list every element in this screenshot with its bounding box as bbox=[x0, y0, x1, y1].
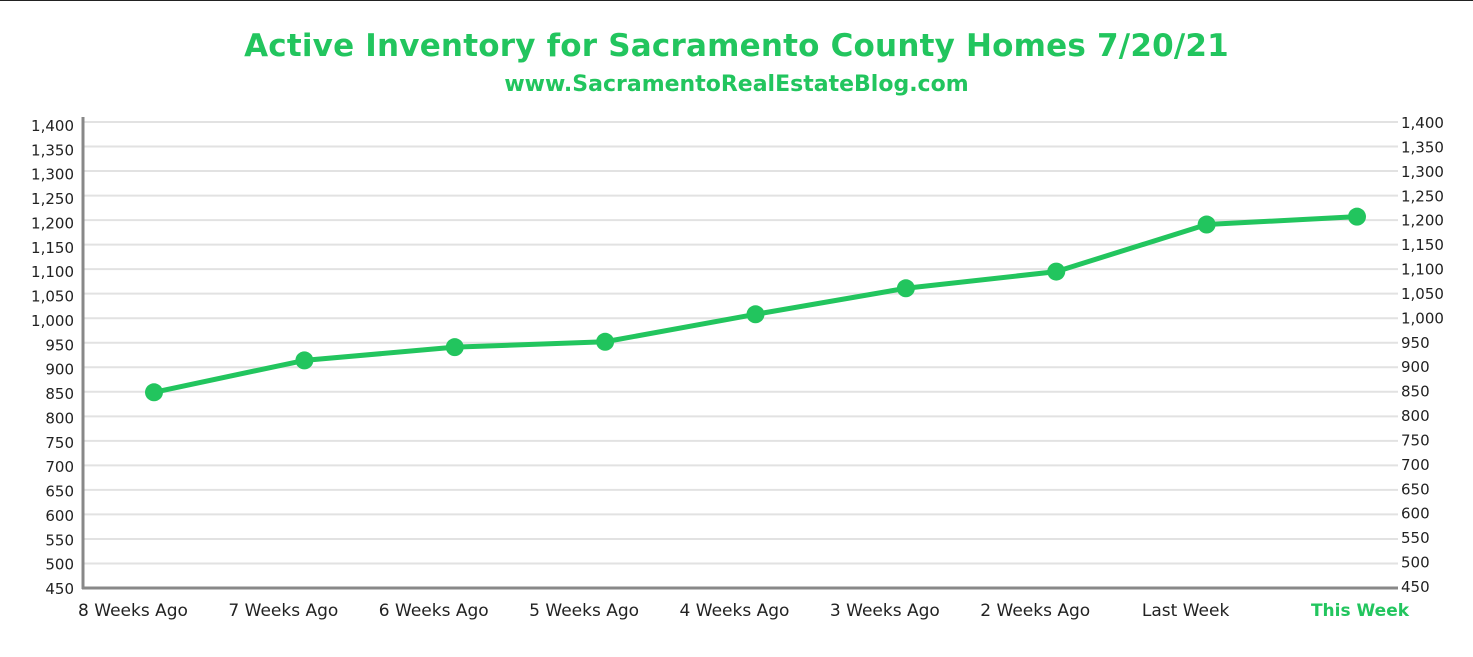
y-tick-label-left: 1,400 bbox=[31, 117, 74, 135]
y-tick-label-left: 800 bbox=[45, 409, 74, 427]
x-tick-label: 6 Weeks Ago bbox=[379, 601, 489, 621]
y-tick-label-right: 1,400 bbox=[1401, 114, 1444, 132]
data-point bbox=[445, 338, 464, 357]
y-tick-label-right: 500 bbox=[1401, 554, 1430, 572]
data-point bbox=[1348, 207, 1366, 226]
y-tick-label-left: 1,150 bbox=[31, 239, 74, 257]
data-point bbox=[896, 279, 915, 298]
y-tick-label-left: 850 bbox=[45, 385, 74, 403]
y-tick-label-right: 750 bbox=[1401, 431, 1430, 449]
y-tick-label-right: 450 bbox=[1401, 578, 1430, 596]
y-axis-left-ticks: 1,400 1,350 1,300 1,250 1,200 1,150 1,100 1,050… bbox=[31, 117, 74, 598]
y-tick-label-right: 900 bbox=[1401, 358, 1430, 376]
y-tick-label-left: 1,100 bbox=[31, 263, 74, 281]
y-tick-label-left: 1,050 bbox=[31, 288, 74, 306]
y-axis-right-ticks: 1,400 1,350 1,300 1,250 1,200 1,150 1,100 1,050… bbox=[1401, 114, 1444, 596]
chart-title: Active Inventory for Sacramento County H… bbox=[244, 28, 1229, 64]
y-tick-label-left: 750 bbox=[45, 434, 74, 452]
y-tick-label-left: 600 bbox=[45, 507, 74, 525]
y-tick-label-right: 1,250 bbox=[1401, 187, 1444, 205]
y-tick-label-right: 600 bbox=[1401, 505, 1430, 523]
y-tick-label-right: 1,350 bbox=[1401, 138, 1444, 156]
data-point bbox=[1047, 262, 1066, 281]
y-tick-label-right: 1,000 bbox=[1401, 309, 1444, 327]
x-tick-label: 4 Weeks Ago bbox=[680, 601, 790, 621]
data-point bbox=[145, 383, 163, 402]
x-tick-label: 2 Weeks Ago bbox=[980, 601, 1090, 621]
chart-subtitle: www.SacramentoRealEstateBlog.com bbox=[504, 72, 969, 97]
data-point bbox=[596, 332, 615, 351]
grid-lines bbox=[82, 121, 1398, 565]
y-tick-label-left: 1,250 bbox=[31, 190, 74, 208]
x-tick-label: 5 Weeks Ago bbox=[529, 601, 639, 621]
y-tick-label-left: 650 bbox=[45, 483, 74, 501]
y-tick-label-right: 1,150 bbox=[1401, 236, 1444, 254]
y-tick-label-left: 1,200 bbox=[31, 214, 74, 232]
x-tick-label: This Week bbox=[1311, 601, 1410, 621]
y-tick-label-left: 1,300 bbox=[31, 166, 74, 184]
y-tick-label-left: 1,350 bbox=[31, 141, 74, 159]
y-tick-label-right: 1,300 bbox=[1401, 163, 1444, 181]
y-tick-label-right: 800 bbox=[1401, 407, 1430, 425]
x-tick-label: 7 Weeks Ago bbox=[228, 601, 338, 621]
y-tick-label-right: 950 bbox=[1401, 334, 1430, 352]
series-inventory bbox=[145, 207, 1366, 402]
data-point bbox=[1197, 215, 1216, 234]
y-tick-label-right: 650 bbox=[1401, 480, 1430, 498]
axes bbox=[81, 117, 1398, 590]
y-tick-label-left: 1,000 bbox=[31, 312, 74, 330]
x-tick-label: 3 Weeks Ago bbox=[830, 601, 940, 621]
data-point bbox=[746, 305, 765, 324]
y-tick-label-right: 1,100 bbox=[1401, 261, 1444, 279]
top-border bbox=[0, 0, 1473, 1]
y-tick-label-right: 550 bbox=[1401, 529, 1430, 547]
y-tick-label-right: 1,200 bbox=[1401, 212, 1444, 230]
y-tick-label-left: 550 bbox=[45, 531, 74, 549]
y-tick-label-left: 900 bbox=[45, 361, 74, 379]
y-tick-label-left: 700 bbox=[45, 458, 74, 476]
y-tick-label-right: 850 bbox=[1401, 383, 1430, 401]
y-tick-label-right: 1,050 bbox=[1401, 285, 1444, 303]
y-tick-label-left: 500 bbox=[45, 556, 74, 574]
data-point bbox=[295, 351, 314, 370]
x-tick-label: 8 Weeks Ago bbox=[78, 601, 188, 621]
y-tick-label-right: 700 bbox=[1401, 456, 1430, 474]
y-tick-label-left: 950 bbox=[45, 336, 74, 354]
x-tick-label: Last Week bbox=[1142, 601, 1230, 621]
y-tick-label-left: 450 bbox=[45, 580, 74, 598]
series-line bbox=[151, 214, 1360, 395]
x-axis-labels: 8 Weeks Ago 7 Weeks Ago 6 Weeks Ago 5 Weeks… bbox=[78, 601, 1410, 621]
